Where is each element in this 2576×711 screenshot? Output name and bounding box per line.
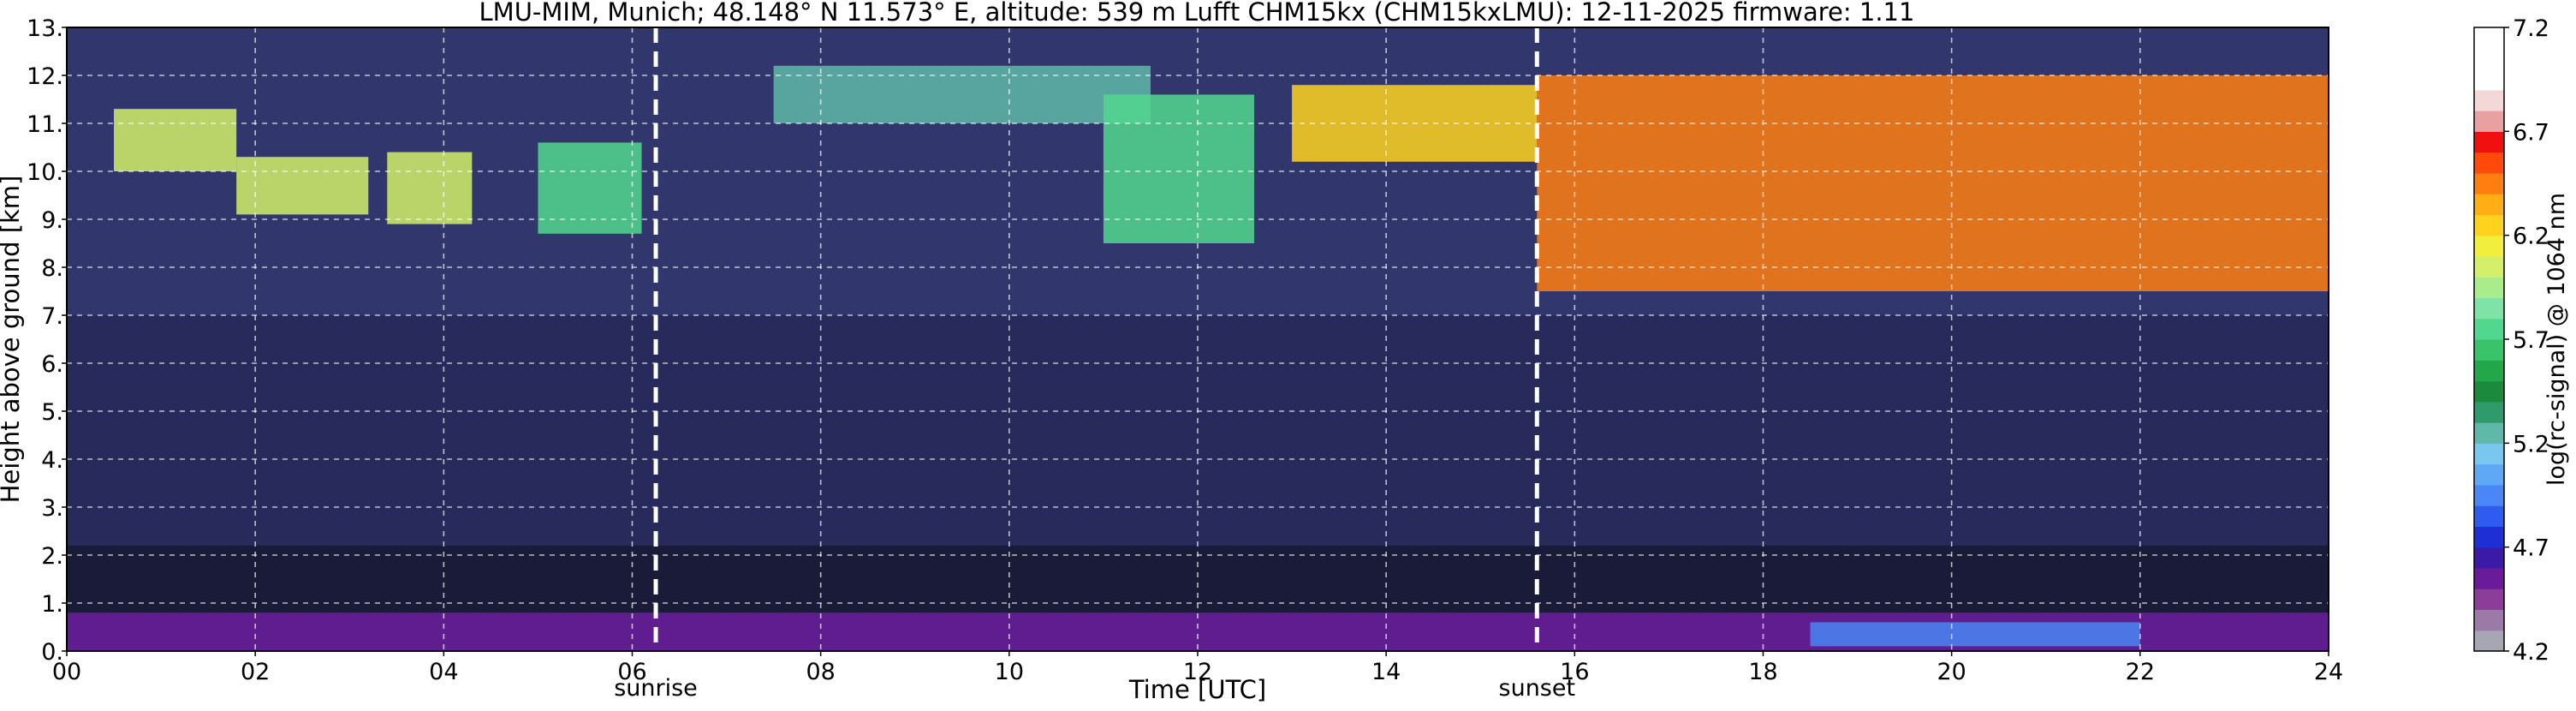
x-tick-label: 00 bbox=[52, 659, 81, 685]
signal-region bbox=[236, 157, 369, 215]
colorbar-segment bbox=[2474, 339, 2504, 361]
signal-region bbox=[1810, 622, 2140, 647]
x-tick-label: 02 bbox=[241, 659, 270, 685]
colorbar-segment bbox=[2474, 443, 2504, 465]
x-tick-label: 22 bbox=[2126, 659, 2155, 685]
chart-title: LMU-MIM, Munich; 48.148° N 11.573° E, al… bbox=[479, 0, 1915, 27]
x-tick-label: 04 bbox=[429, 659, 458, 685]
y-tick-label: 9. bbox=[41, 207, 63, 234]
colorbar-segment bbox=[2474, 48, 2504, 70]
colorbar-segment bbox=[2474, 235, 2504, 257]
colorbar-segment bbox=[2474, 297, 2504, 320]
y-tick-label: 4. bbox=[41, 447, 63, 474]
marker-label-sunset: sunset bbox=[1499, 675, 1576, 702]
colorbar-segment bbox=[2474, 89, 2504, 111]
x-tick-label: 06 bbox=[617, 659, 646, 685]
colorbar-segment bbox=[2474, 505, 2504, 527]
signal-region bbox=[1537, 75, 2329, 291]
x-tick-label: 08 bbox=[806, 659, 835, 685]
y-tick-label: 3. bbox=[41, 495, 63, 522]
x-tick-label: 20 bbox=[1936, 659, 1966, 685]
y-tick-label: 10. bbox=[27, 159, 63, 186]
colorbar-segment bbox=[2474, 380, 2504, 403]
x-axis-label: Time [UTC] bbox=[1128, 675, 1266, 704]
colorbar-segment bbox=[2474, 318, 2504, 340]
y-tick-label: 8. bbox=[41, 255, 63, 282]
y-tick-label: 2. bbox=[41, 543, 63, 570]
colorbar-segment bbox=[2474, 255, 2504, 278]
colorbar-tick-label: 6.2 bbox=[2513, 224, 2549, 250]
colorbar-segment bbox=[2474, 567, 2504, 589]
x-tick-label: 10 bbox=[995, 659, 1024, 685]
colorbar-segment bbox=[2474, 547, 2504, 569]
signal-region bbox=[538, 142, 642, 234]
colorbar-tick-label: 4.7 bbox=[2513, 535, 2549, 562]
colorbar-segment bbox=[2474, 526, 2504, 548]
x-tick-label: 24 bbox=[2314, 659, 2343, 685]
colorbar-tick-label: 4.2 bbox=[2513, 639, 2549, 666]
y-tick-label: 5. bbox=[41, 399, 63, 426]
colorbar-segment bbox=[2474, 172, 2504, 194]
colorbar-tick-label: 7.2 bbox=[2513, 15, 2549, 42]
colorbar-segment bbox=[2474, 401, 2504, 423]
marker-label-sunrise: sunrise bbox=[614, 675, 698, 702]
colorbar-segment bbox=[2474, 609, 2504, 631]
y-tick-label: 11. bbox=[27, 111, 63, 138]
colorbar-segment bbox=[2474, 111, 2504, 132]
colorbar-segment bbox=[2474, 630, 2504, 652]
signal-region bbox=[387, 152, 473, 224]
x-tick-label: 18 bbox=[1748, 659, 1777, 685]
y-axis-label: Height above ground [km] bbox=[0, 176, 25, 504]
colorbar-segment bbox=[2474, 589, 2504, 611]
signal-region bbox=[1103, 94, 1255, 244]
colorbar-segment bbox=[2474, 69, 2504, 91]
colorbar-segment bbox=[2474, 27, 2504, 49]
y-tick-label: 6. bbox=[41, 351, 63, 378]
plot-frame bbox=[66, 27, 2329, 652]
colorbar-segment bbox=[2474, 131, 2504, 153]
y-tick-label: 13. bbox=[27, 15, 63, 42]
colorbar-segment bbox=[2474, 463, 2504, 486]
colorbar-tick-label: 6.7 bbox=[2513, 119, 2549, 146]
colorbar-segment bbox=[2474, 360, 2504, 382]
x-tick-label: 14 bbox=[1371, 659, 1401, 685]
colorbar-segment bbox=[2474, 214, 2504, 236]
colorbar-segment bbox=[2474, 484, 2504, 506]
colorbar-segment bbox=[2474, 422, 2504, 444]
y-tick-label: 0. bbox=[41, 639, 63, 666]
signal-region bbox=[773, 65, 1151, 123]
signal-region bbox=[114, 109, 237, 171]
colorbar-segment bbox=[2474, 152, 2504, 174]
x-tick-label: 16 bbox=[1560, 659, 1589, 685]
colorbar-tick-label: 5.2 bbox=[2513, 431, 2549, 457]
colorbar-label: log(rc-signal) @ 1064 nm bbox=[2543, 193, 2570, 486]
colorbar-segment bbox=[2474, 194, 2504, 215]
y-tick-label: 7. bbox=[41, 303, 63, 330]
colorbar-segment bbox=[2474, 277, 2504, 299]
colorbar-tick-label: 5.7 bbox=[2513, 327, 2549, 354]
y-tick-label: 1. bbox=[41, 591, 63, 618]
x-tick-label: 12 bbox=[1183, 659, 1212, 685]
y-tick-label: 12. bbox=[27, 63, 63, 90]
